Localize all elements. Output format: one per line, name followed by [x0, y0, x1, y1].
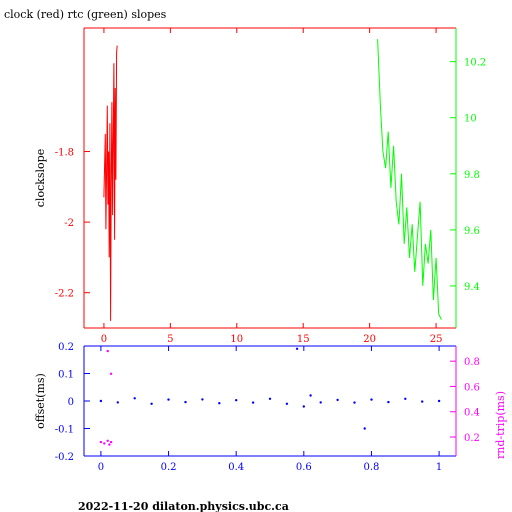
offset-point [201, 398, 204, 401]
rnd-trip-point [108, 443, 111, 446]
bottom-y-axis-right-label: rnd-trip(ms) [494, 391, 507, 459]
bottom-y-tick-label: -0.1 [55, 425, 74, 436]
offset-point [353, 401, 356, 404]
top-chart: clock (red) rtc (green) slopes 0 5 10 15 20 2… [4, 8, 486, 345]
offset-point [437, 399, 441, 403]
offset-point [235, 399, 238, 402]
bottom-y-right-tick-label: 0.8 [464, 357, 480, 368]
top-x-ticks: 0 5 10 15 20 25 [101, 28, 443, 345]
top-y-tick-label: -2 [64, 218, 74, 229]
rnd-trip-point [99, 440, 103, 444]
top-x-tick-label: 15 [297, 334, 310, 345]
top-chart-title: clock (red) rtc (green) slopes [4, 8, 167, 21]
rnd-trip-point [109, 372, 113, 375]
offset-point [319, 401, 322, 404]
rnd-trip-point [106, 349, 109, 353]
rnd-trip-point [103, 442, 106, 445]
bottom-x-tick-label: 0 [98, 462, 104, 473]
offset-point [336, 398, 339, 402]
offset-point [285, 402, 289, 405]
offset-point [404, 397, 407, 400]
offset-point [116, 401, 120, 404]
offset-point [268, 397, 272, 400]
bottom-y-right-tick-label: 0.2 [464, 433, 480, 444]
offset-point [184, 400, 187, 404]
top-x-tick-label: 20 [363, 334, 376, 345]
offset-point [167, 398, 170, 401]
offset-point [421, 400, 424, 403]
offset-point [387, 400, 390, 404]
top-y-right-tick-label: 9.6 [464, 226, 480, 237]
bottom-x-tick-label: 0.6 [296, 462, 312, 473]
offset-point [370, 398, 373, 401]
top-x-tick-label: 5 [167, 334, 173, 345]
bottom-y-tick-label: 0.1 [58, 370, 74, 381]
top-y-right-tick-label: 9.4 [464, 282, 480, 293]
bottom-y-axis-label: offset(ms) [34, 373, 47, 429]
bottom-chart: 0 0.2 0.4 0.6 0.8 1 0.2 0.1 0 -0.1 -0.2 0.2 0.4 0.6… [34, 342, 507, 473]
bottom-x-tick-label: 0.2 [161, 462, 177, 473]
top-series-group [103, 39, 442, 321]
offset-point [309, 394, 312, 397]
bottom-x-ticks: 0 0.2 0.4 0.6 0.8 1 [98, 346, 442, 473]
clock-slope-line [103, 45, 118, 321]
top-y-ticks-right: 9.4 9.6 9.8 10 10.2 [450, 58, 486, 293]
offset-point [251, 401, 255, 404]
top-y-right-tick-label: 10.2 [464, 58, 486, 69]
top-y-right-tick-label: 9.8 [464, 170, 480, 181]
offset-point [218, 402, 221, 405]
footer-text: 2022-11-20 dilaton.physics.ubc.ca [78, 500, 289, 512]
offset-point [150, 402, 153, 405]
top-y-tick-label: -2.2 [55, 289, 74, 300]
bottom-x-tick-label: 0.8 [364, 462, 380, 473]
bottom-y-tick-label: -0.2 [55, 452, 74, 463]
bottom-x-tick-label: 0.4 [228, 462, 244, 473]
offset-point [295, 347, 299, 350]
bottom-y-tick-label: 0.2 [58, 342, 74, 353]
bottom-x-tick-label: 1 [436, 462, 442, 473]
bottom-y-right-tick-label: 0.6 [464, 382, 480, 393]
bottom-y-right-tick-label: 0.4 [464, 408, 480, 419]
offset-point [302, 405, 305, 408]
top-y-tick-label: -1.8 [55, 148, 74, 159]
top-x-tick-label: 0 [101, 334, 107, 345]
offset-point [99, 399, 103, 403]
offset-point [133, 397, 136, 400]
bottom-y-ticks-right: 0.2 0.4 0.6 0.8 [450, 357, 480, 444]
top-x-tick-label: 25 [430, 334, 443, 345]
rtc-slope-line [377, 39, 442, 320]
offset-point [363, 427, 366, 430]
bottom-series-group [99, 347, 441, 446]
rnd-trip-point [109, 440, 113, 444]
top-plot-area [84, 28, 456, 328]
bottom-y-ticks: 0.2 0.1 0 -0.1 -0.2 [55, 342, 90, 463]
rnd-trip-point [106, 439, 109, 442]
bottom-y-tick-label: 0 [68, 397, 74, 408]
top-y-ticks: -1.8 -2 -2.2 [55, 148, 90, 300]
top-y-right-tick-label: 10 [464, 114, 477, 125]
top-x-tick-label: 10 [230, 334, 243, 345]
top-y-axis-label: clockslope [34, 149, 47, 207]
